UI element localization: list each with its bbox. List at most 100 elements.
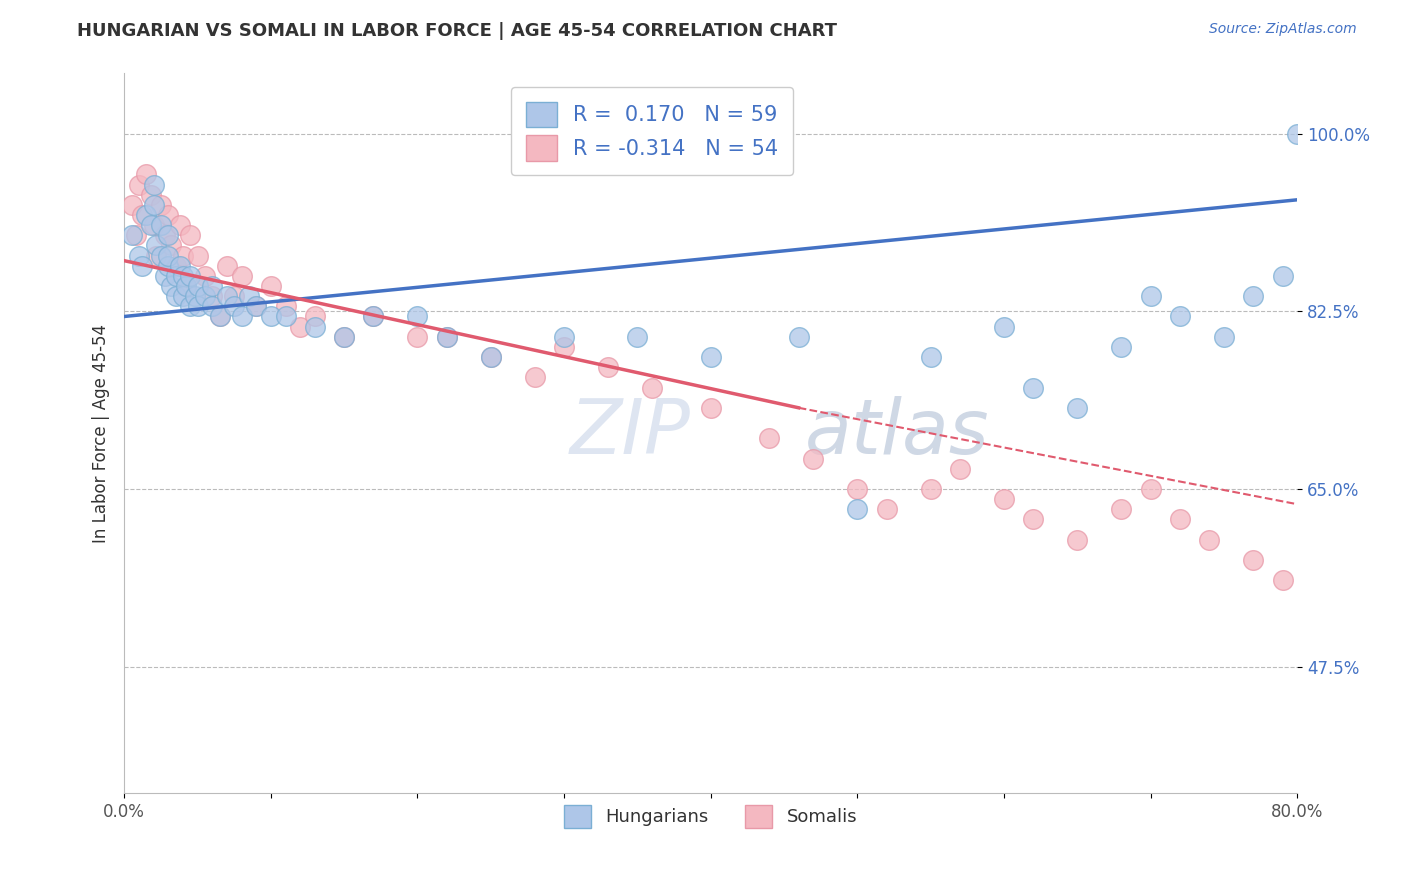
Point (801, 451, 824, 466)
Point (145, 238, 167, 252)
Point (139, 218, 162, 232)
Point (523, 370, 546, 384)
Point (304, 310, 326, 324)
Point (169, 259, 191, 273)
Point (172, 249, 194, 263)
Point (920, 482, 942, 496)
Point (1022, 512, 1045, 526)
Point (274, 310, 297, 324)
Point (128, 178, 150, 192)
Point (436, 330, 458, 344)
Point (1168, 310, 1191, 324)
Point (125, 228, 148, 243)
Point (1022, 380, 1045, 394)
Point (238, 289, 260, 303)
Point (224, 299, 246, 313)
Y-axis label: In Labor Force | Age 45-54: In Labor Force | Age 45-54 (93, 324, 110, 542)
Point (155, 228, 177, 243)
Point (245, 299, 267, 313)
Point (160, 279, 183, 293)
Point (406, 310, 429, 324)
Point (641, 380, 664, 394)
Point (174, 279, 197, 293)
Point (194, 289, 217, 303)
Point (993, 492, 1015, 507)
Point (149, 218, 172, 232)
Point (363, 310, 385, 324)
Point (145, 249, 167, 263)
Point (479, 350, 502, 364)
Point (626, 330, 648, 344)
Point (208, 310, 231, 324)
Point (135, 168, 157, 182)
Point (1168, 512, 1191, 526)
Point (304, 319, 326, 334)
Point (194, 268, 217, 283)
Point (128, 249, 150, 263)
Point (274, 299, 297, 313)
Point (160, 238, 183, 252)
Point (165, 259, 187, 273)
Point (186, 299, 208, 313)
Point (1271, 574, 1294, 588)
Point (224, 289, 246, 303)
Point (155, 268, 177, 283)
Point (1109, 502, 1132, 516)
Text: atlas: atlas (804, 396, 988, 470)
Point (260, 279, 283, 293)
Point (406, 330, 429, 344)
Point (157, 228, 180, 243)
Point (157, 259, 180, 273)
Point (131, 208, 153, 222)
Point (179, 299, 201, 313)
Point (215, 259, 238, 273)
Point (174, 279, 197, 293)
Point (288, 319, 311, 334)
Point (201, 289, 224, 303)
Point (131, 259, 153, 273)
Point (149, 249, 172, 263)
Point (142, 218, 165, 232)
Point (172, 268, 194, 283)
Point (157, 208, 180, 222)
Point (135, 208, 157, 222)
Point (1198, 533, 1220, 547)
Point (186, 249, 208, 263)
Point (201, 299, 224, 313)
Point (993, 319, 1015, 334)
Point (1212, 330, 1234, 344)
Point (201, 279, 224, 293)
Point (787, 330, 810, 344)
Point (142, 198, 165, 212)
Point (149, 198, 172, 212)
Point (1271, 268, 1294, 283)
Point (436, 330, 458, 344)
Point (553, 340, 575, 354)
Point (363, 310, 385, 324)
Point (876, 502, 898, 516)
Point (1066, 401, 1088, 415)
Point (1139, 289, 1161, 303)
Point (139, 187, 162, 202)
Point (1109, 340, 1132, 354)
Point (245, 299, 267, 313)
Point (1066, 533, 1088, 547)
Point (553, 330, 575, 344)
Point (183, 289, 205, 303)
Point (157, 249, 180, 263)
Point (165, 289, 187, 303)
Point (121, 198, 143, 212)
Text: HUNGARIAN VS SOMALI IN LABOR FORCE | AGE 45-54 CORRELATION CHART: HUNGARIAN VS SOMALI IN LABOR FORCE | AGE… (77, 22, 838, 40)
Point (186, 279, 208, 293)
Point (949, 461, 972, 475)
Point (165, 268, 187, 283)
Point (333, 330, 356, 344)
Point (260, 310, 283, 324)
Point (758, 431, 780, 445)
Point (1286, 127, 1309, 141)
Text: ZIP: ZIP (569, 396, 690, 470)
Point (1241, 289, 1264, 303)
Point (231, 310, 253, 324)
Point (179, 268, 201, 283)
Point (699, 401, 721, 415)
